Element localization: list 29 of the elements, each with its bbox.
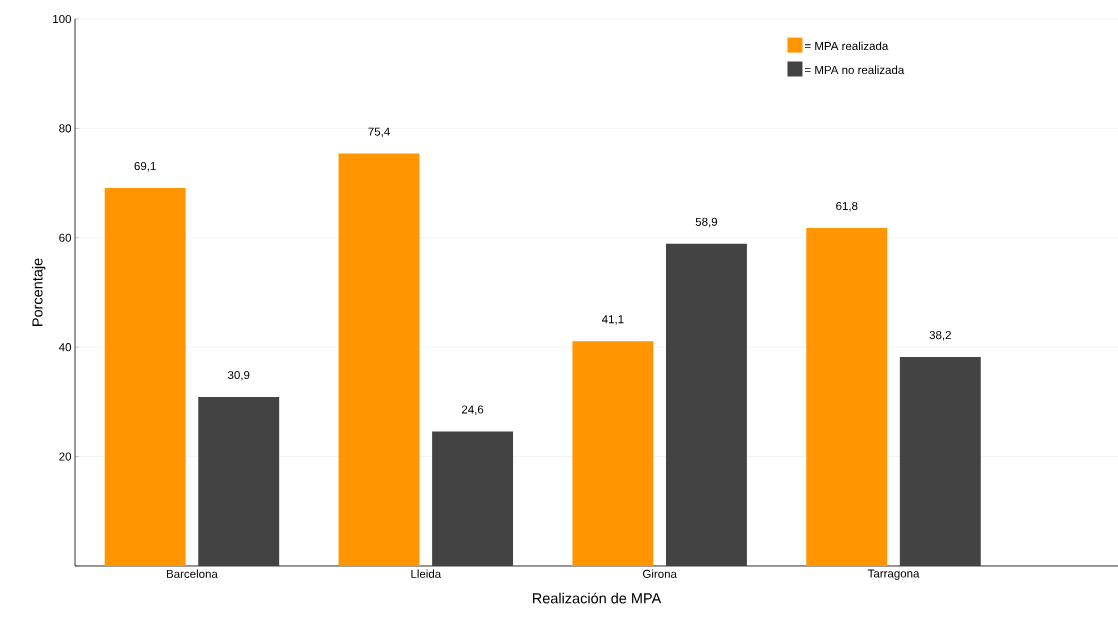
data-label: 75,4: [368, 127, 390, 138]
x-tick-label: Girona: [642, 569, 677, 578]
bar: [338, 153, 420, 566]
bar: [806, 227, 888, 566]
data-label: 58,9: [695, 217, 718, 228]
y-tick-label: 20: [59, 452, 72, 461]
data-label: 30,9: [227, 370, 250, 381]
legend-label: = MPA no realizada: [805, 65, 905, 75]
bar: [432, 431, 514, 566]
bar: [899, 357, 981, 566]
y-tick-label: 80: [59, 124, 72, 133]
bar: [104, 188, 186, 566]
x-tick-label: Tarragona: [867, 569, 920, 580]
y-tick-label: 60: [59, 233, 72, 242]
y-tick-label: 40: [58, 343, 72, 352]
data-label: 69,1: [134, 161, 156, 172]
x-axis-title: Realización de MPA: [532, 592, 662, 604]
bar: [198, 396, 280, 566]
bar: [665, 243, 747, 566]
legend-label: = MPA realizada: [805, 41, 889, 51]
x-tick-label: Barcelona: [166, 569, 218, 578]
data-label: 61,8: [836, 201, 858, 212]
y-axis-title: Porcentaje: [31, 258, 46, 326]
data-label: 41,1: [601, 315, 624, 325]
y-tick-label: 100: [53, 14, 72, 24]
data-label: 38,2: [929, 331, 951, 341]
x-tick-label: Lleida: [411, 569, 442, 578]
bar: [572, 341, 654, 566]
data-label: 24,6: [461, 405, 484, 415]
